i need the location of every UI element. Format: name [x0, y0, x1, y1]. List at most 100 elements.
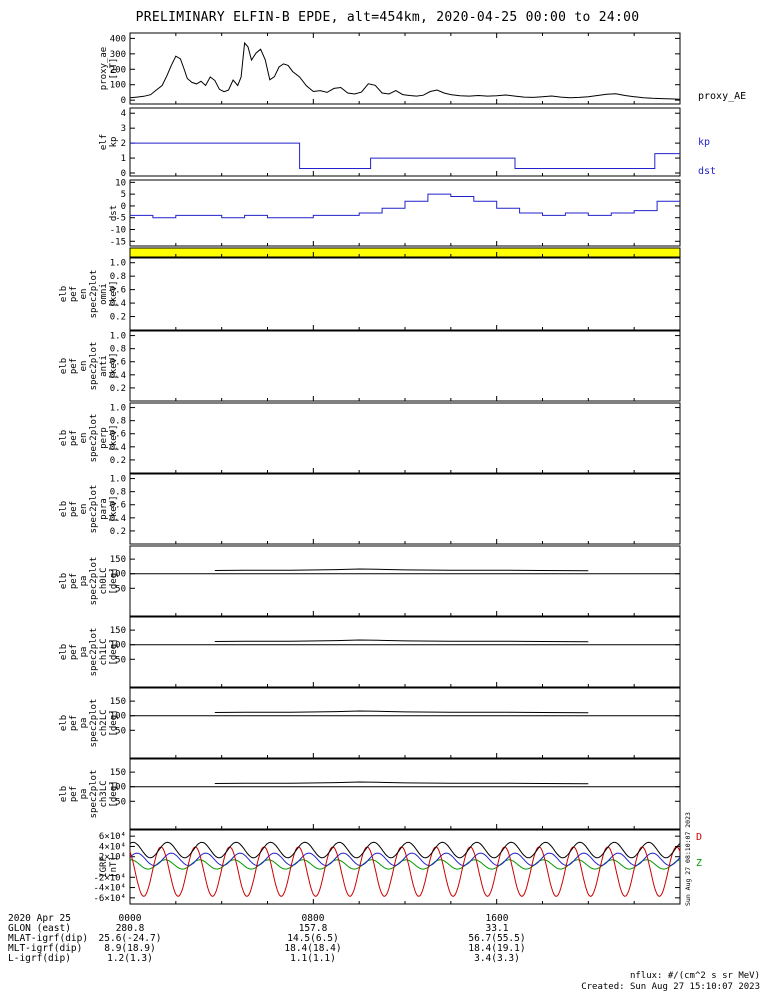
panel-axis-label: [deg] [109, 638, 119, 665]
panel-kp: 0 1 2 3 4 elf kp [99, 107, 681, 179]
y-tick-label: 0 [121, 169, 126, 179]
y-tick-label: 200 [110, 65, 126, 75]
panel-frame [129, 32, 681, 105]
panel-axis-label: IGRF [99, 856, 109, 878]
panel-frame [129, 758, 681, 830]
y-tick-label: 0.6 [110, 286, 126, 296]
panel-frame [129, 829, 681, 905]
panel-axis-label: elb [59, 573, 69, 589]
y-tick-label: 150 [110, 626, 126, 636]
panel-axis-label: [deg] [109, 567, 119, 594]
series-loss-cone [214, 639, 589, 643]
panel-flag_bar [129, 247, 681, 258]
y-tick-label: 100 [110, 783, 126, 793]
panel-dst: 10 5 0 -5 -10-15 dst [109, 178, 681, 247]
panel-axis-label: spec2plot [89, 557, 99, 606]
panel-frame [129, 107, 681, 177]
panel-frame [129, 179, 681, 247]
y-tick-label: 4 [121, 109, 126, 119]
series-igrf-red [129, 846, 681, 897]
y-tick-label: 2×10⁴ [99, 853, 126, 863]
panel-axis-label: [nT] [109, 856, 119, 878]
panel-axis-label: dst [109, 205, 119, 221]
y-tick-label: 50 [115, 584, 126, 594]
footer-row-label: 2020 Apr 25 [8, 913, 71, 924]
panel-axis-label: omni [99, 283, 109, 305]
footer-row-label: MLAT-igrf(dip) [8, 933, 89, 944]
footer-cell: 157.8 [298, 923, 328, 934]
panel-axis-label: pef [69, 358, 79, 374]
panel-axis-label: elb [59, 644, 69, 660]
y-tick-label: 0.4 [110, 514, 126, 524]
panel-frame [129, 473, 681, 545]
panel-axis-label: en [79, 361, 89, 372]
panel-axis-label: anti [99, 355, 109, 377]
y-tick-label: 0.6 [110, 358, 126, 368]
panel-axis-label: pa [79, 789, 89, 800]
y-tick-label: 50 [115, 655, 126, 665]
footer-row-label: GLON (east) [8, 923, 71, 934]
y-tick-label: 5 [121, 190, 126, 200]
panel-axis-label: elb [59, 358, 69, 374]
panel-en_spec_anti: 1.0 0.8 0.6 0.4 0.2 elb pef en spec2plot anti [keV… [59, 330, 681, 402]
panel-axis-label: [keV] [109, 280, 119, 307]
right-label-kp: kp [698, 137, 711, 148]
y-tick-label: -4×10⁴ [93, 884, 126, 894]
panel-axis-label: en [79, 504, 89, 515]
footer-cell: 18.4(19.1) [468, 943, 526, 954]
footer-cell: 14.5(6.5) [287, 933, 339, 944]
y-tick-label: 1.0 [110, 404, 126, 414]
panel-en_spec_omni: 1.0 0.8 0.6 0.4 0.2 elb pef en spec2plot omni [keV… [59, 257, 681, 331]
panel-pa_spec_ch1lc: 150 100 50 elb pef pa spec2plot ch1LC [deg] [59, 616, 681, 688]
panel-axis-label: perp [99, 427, 109, 449]
y-tick-label: 300 [110, 50, 126, 60]
panel-axis-label: ch0LC [99, 567, 109, 594]
panel-axis-label: pef [69, 715, 79, 731]
panel-axis-label: spec2plot [89, 414, 99, 463]
panel-axis-label: pa [79, 718, 89, 729]
y-tick-label: 50 [115, 797, 126, 807]
panel-frame [129, 616, 681, 688]
panel-axis-label: para [99, 498, 109, 520]
panel-frame [129, 687, 681, 759]
panel-axis-label: [deg] [109, 780, 119, 807]
y-tick-label: 100 [110, 641, 126, 651]
y-tick-label: 0.8 [110, 417, 126, 427]
y-tick-label: -2×10⁴ [93, 873, 126, 883]
panel-axis-label: pa [79, 576, 89, 587]
panel-en_spec_perp: 1.0 0.8 0.6 0.4 0.2 elb pef en spec2plot perp [keV… [59, 402, 681, 474]
panel-axis-label: en [79, 289, 89, 300]
y-tick-label: 100 [110, 712, 126, 722]
panel-axis-label: elb [59, 501, 69, 517]
panel-axis-label: elb [59, 430, 69, 446]
footer-cell: 18.4(18.4) [284, 943, 342, 954]
y-tick-label: 50 [115, 726, 126, 736]
footer-cell: 1600 [485, 913, 509, 924]
series-loss-cone [214, 568, 589, 572]
panel-axis-label: spec2plot [89, 342, 99, 391]
panel-axis-label: [keV] [109, 495, 119, 522]
y-tick-label: 6×10⁴ [99, 832, 126, 842]
y-tick-label: -6×10⁴ [93, 894, 126, 904]
panel-frame [129, 545, 681, 617]
footer-row: 2020 Apr 25 0000 0800 1600 [0, 913, 775, 924]
footer-cell: 25.6(-24.7) [98, 933, 162, 944]
right-label-dst: dst [698, 166, 717, 177]
series-loss-cone [214, 781, 589, 785]
footer-row-label: L-igrf(dip) [8, 953, 71, 964]
panel-axis-label: proxy_ae [99, 47, 109, 90]
panel-axis-label: spec2plot [89, 770, 99, 819]
y-tick-label: 0 [121, 202, 126, 212]
panel-axis-label: spec2plot [89, 628, 99, 677]
footer-cell: 0800 [301, 913, 325, 924]
panel-axis-label: en [79, 433, 89, 444]
panel-axis-label: elb [59, 786, 69, 802]
footer-cell: 3.4(3.3) [474, 953, 520, 964]
igrf-component-label: D [696, 832, 702, 843]
created-timestamp: Created: Sun Aug 27 15:10:07 2023 [581, 982, 760, 992]
panel-axis-label: ch1LC [99, 638, 109, 665]
y-tick-label: 1.0 [110, 332, 126, 342]
